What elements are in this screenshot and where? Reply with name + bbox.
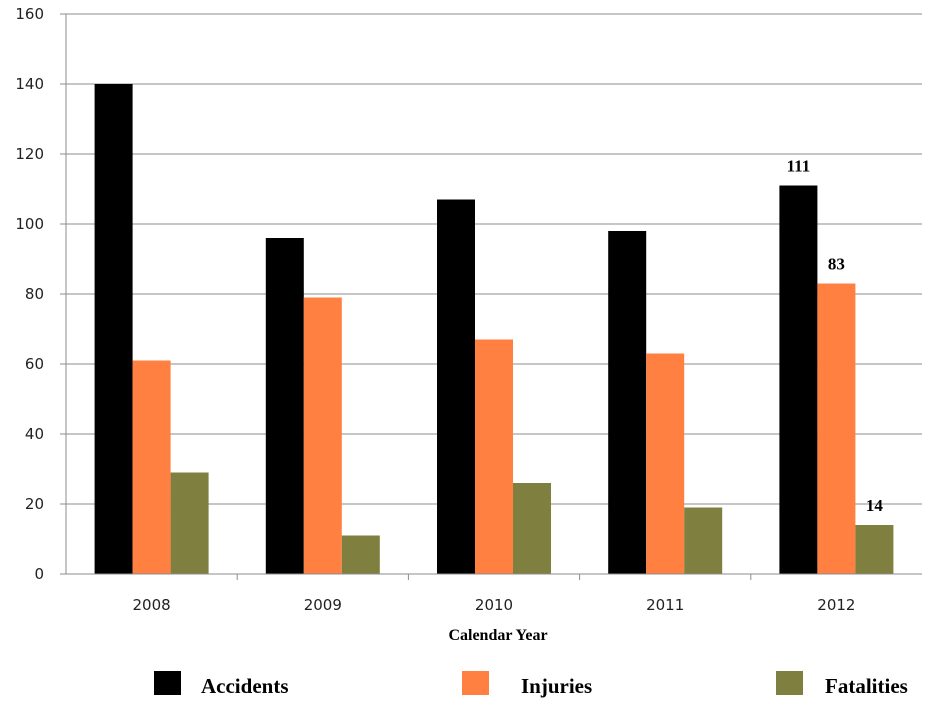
y-tick-label: 60: [25, 355, 44, 373]
x-tick-label: 2012: [817, 596, 855, 614]
bar-fatalities-2011: [684, 507, 723, 574]
y-tick-label: 20: [25, 495, 44, 513]
tick-labels: 0 20 40 60 80 100 120 140 160 2008 2009 2010 2011 201…: [15, 5, 855, 614]
bar-injuries-2008: [132, 360, 171, 574]
bar-injuries-2012: [817, 283, 856, 574]
legend-swatch-accidents: [154, 671, 181, 695]
y-tick-label: 120: [15, 145, 44, 163]
data-labels: 111 83 14: [787, 157, 884, 516]
x-axis-title: Calendar Year: [448, 627, 547, 644]
bar-fatalities-2010: [513, 483, 551, 574]
bar-injuries-2009: [303, 297, 342, 574]
bar-injuries-2010: [475, 339, 513, 574]
y-tick-label: 160: [15, 5, 44, 23]
legend-label-accidents: Accidents: [201, 674, 289, 698]
y-tick-label: 80: [25, 285, 44, 303]
x-tick-label: 2009: [304, 596, 342, 614]
bar-fatalities-2008: [170, 472, 209, 574]
bar-injuries-2011: [646, 353, 685, 574]
legend-label-fatalities: Fatalities: [825, 674, 908, 698]
legend: Accidents Injuries Fatalities: [154, 671, 908, 698]
data-label: 83: [828, 255, 845, 274]
bar-accidents-2012: [779, 185, 818, 574]
axes: [60, 13, 922, 580]
data-label: 14: [866, 496, 884, 515]
data-label: 111: [787, 157, 811, 176]
legend-label-injuries: Injuries: [521, 674, 592, 698]
y-tick-label: 40: [25, 425, 44, 443]
gridlines: [66, 13, 922, 575]
legend-swatch-fatalities: [776, 671, 803, 695]
legend-swatch-injuries: [462, 671, 489, 695]
y-tick-label: 100: [15, 215, 44, 233]
y-tick-label: 140: [15, 75, 44, 93]
x-tick-label: 2011: [646, 596, 684, 614]
bar-accidents-2010: [437, 199, 475, 574]
x-tick-label: 2010: [475, 596, 513, 614]
bar-accidents-2011: [608, 231, 647, 574]
bar-accidents-2008: [94, 84, 133, 574]
x-tick-label: 2008: [133, 596, 171, 614]
bar-fatalities-2012: [855, 525, 894, 574]
bar-accidents-2009: [265, 238, 304, 574]
bar-fatalities-2009: [341, 535, 380, 574]
y-tick-label: 0: [34, 565, 44, 583]
bars: [94, 84, 894, 574]
